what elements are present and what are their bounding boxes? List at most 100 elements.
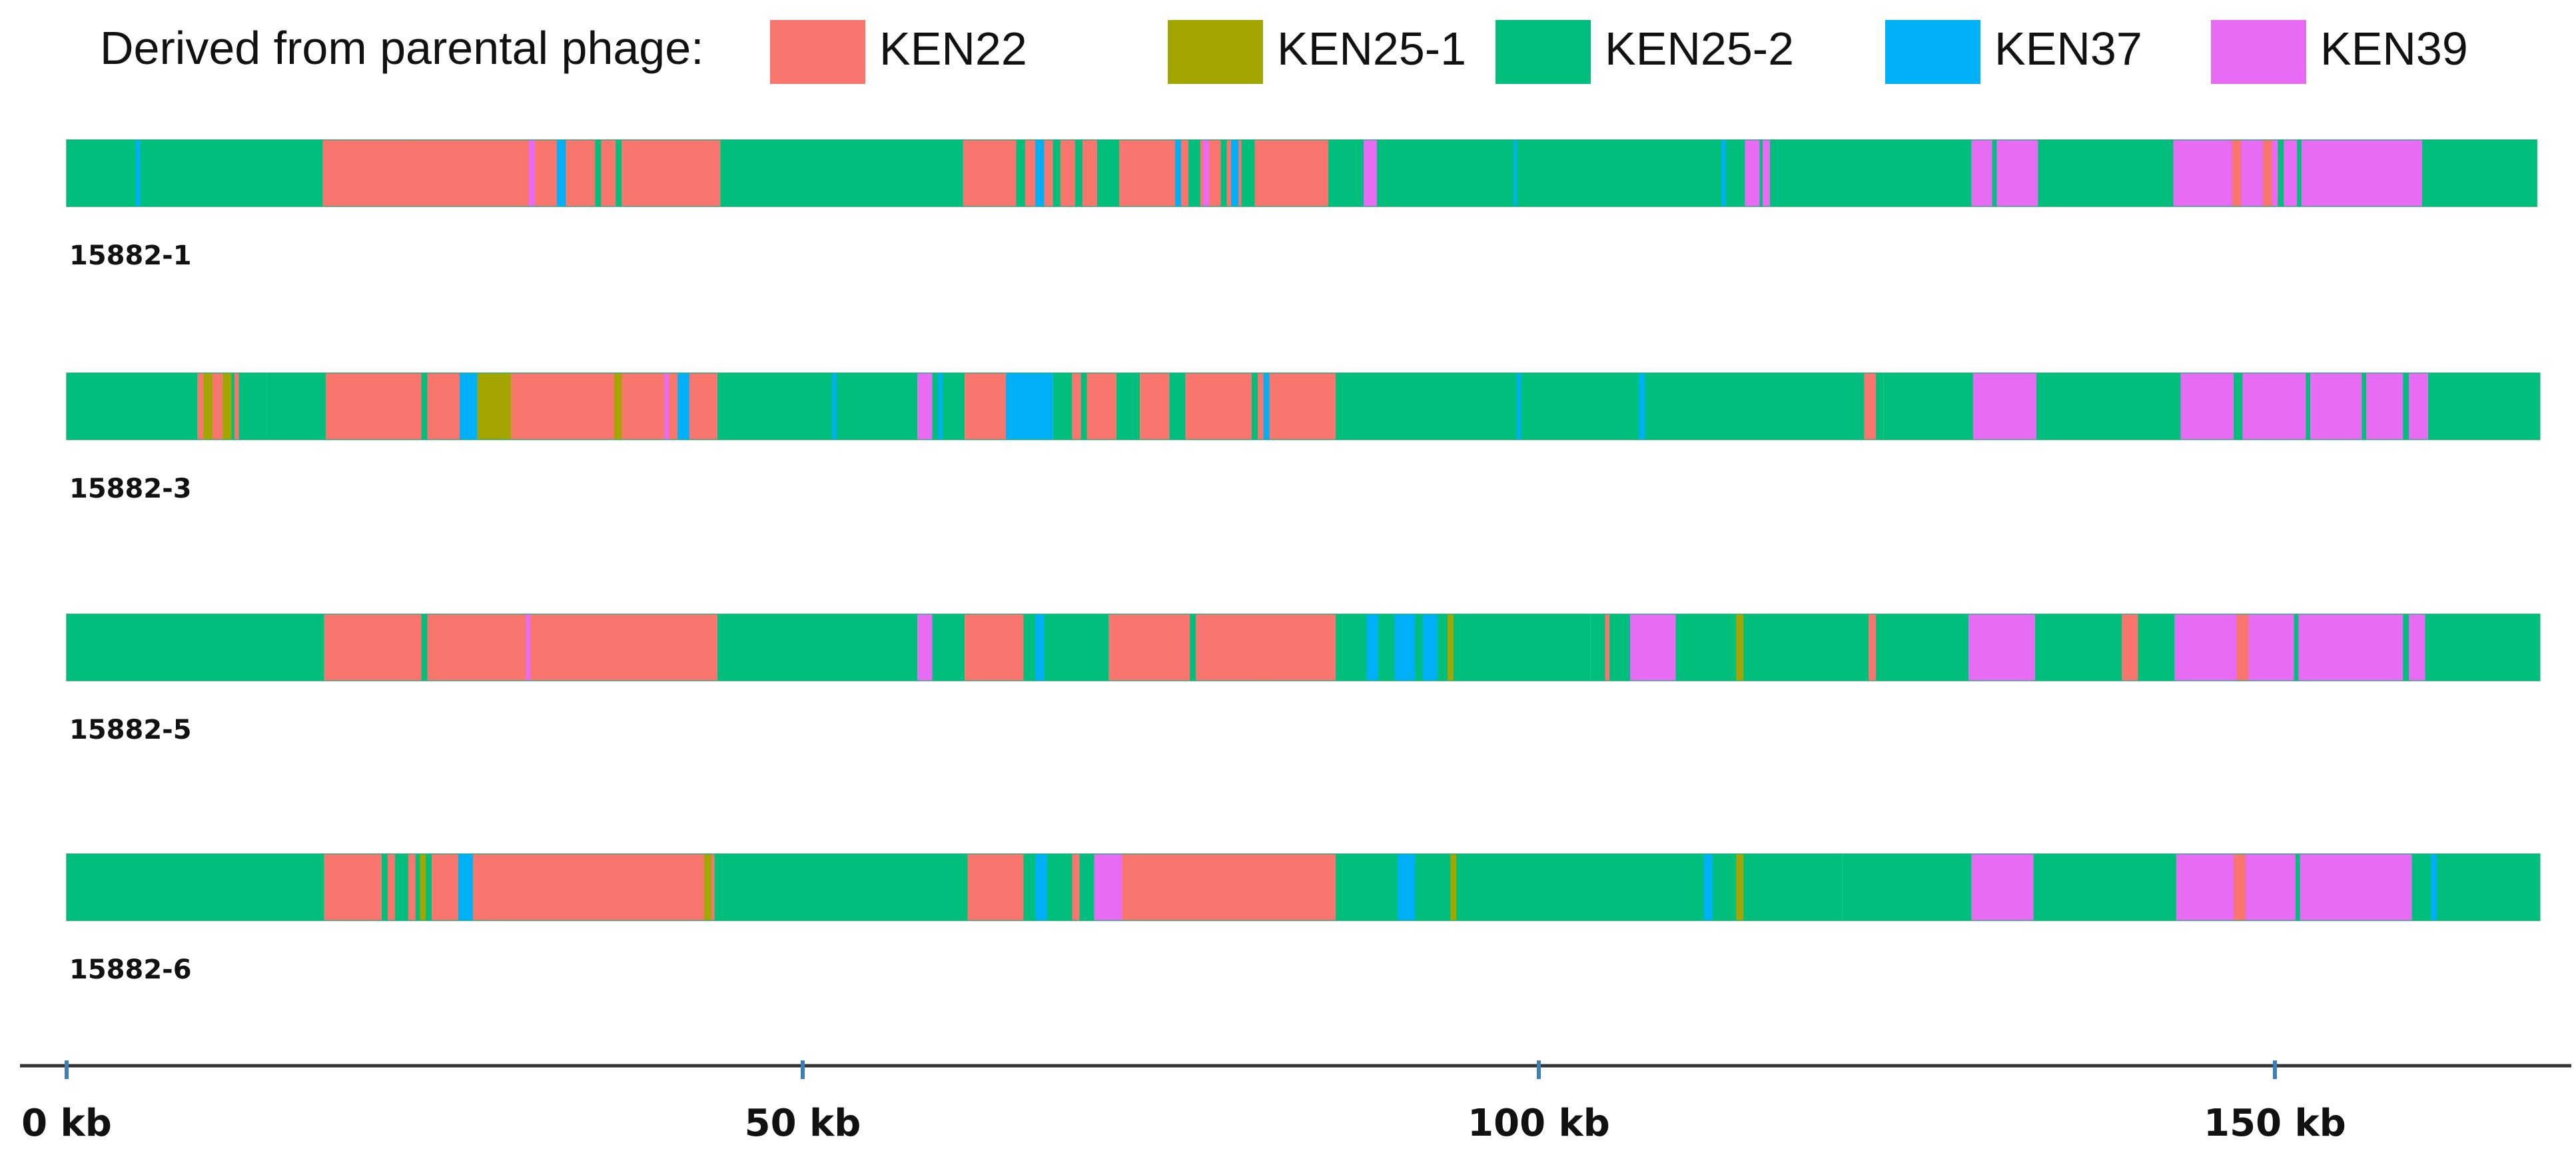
segment-ken25-2 bbox=[2425, 614, 2540, 681]
insertion-ken25-1 bbox=[222, 373, 232, 440]
insertion-ken39 bbox=[1203, 140, 1209, 206]
segment-ken25-2 bbox=[67, 140, 323, 206]
insertion-ken25-2 bbox=[421, 373, 428, 440]
insertion-ken25-2 bbox=[1016, 140, 1025, 206]
insertion-ken22 bbox=[1266, 614, 1272, 681]
segment-ken25-2 bbox=[932, 373, 965, 440]
insertion-ken25-2 bbox=[1190, 614, 1196, 681]
segment-ken22 bbox=[1108, 614, 1336, 681]
insertion-ken25-2 bbox=[1874, 140, 1879, 206]
insertion-ken25-2 bbox=[1097, 140, 1120, 206]
insertion-ken22 bbox=[1864, 373, 1877, 440]
x-tick-label: 50 kb bbox=[745, 1102, 861, 1145]
insertion-ken37 bbox=[2431, 854, 2437, 921]
segment-ken25-2 bbox=[1465, 614, 1591, 681]
segment-ken39 bbox=[1972, 373, 2036, 440]
segment-ken25-1 bbox=[477, 373, 512, 440]
segment-ken39 bbox=[2180, 373, 2428, 440]
track-outline bbox=[66, 139, 2538, 207]
insertion-ken25-2 bbox=[2234, 373, 2243, 440]
insertion-ken37 bbox=[1422, 614, 1438, 681]
segment-ken25-2 bbox=[67, 854, 324, 921]
insertion-ken39 bbox=[1762, 140, 1770, 206]
track-label: 15882-6 bbox=[69, 955, 192, 985]
segment-ken25-2 bbox=[1675, 614, 1969, 681]
segment-ken22 bbox=[322, 140, 721, 206]
insertion-ken25-2 bbox=[1220, 140, 1227, 206]
segment-ken25-2 bbox=[1116, 373, 1140, 440]
segment-ken25-2 bbox=[1169, 373, 1186, 440]
insertion-ken25-2 bbox=[1382, 614, 1388, 681]
segment-ken22 bbox=[965, 614, 1024, 681]
insertion-ken37 bbox=[832, 373, 837, 440]
insertion-ken37 bbox=[1263, 373, 1270, 440]
segment-ken25-2 bbox=[67, 614, 324, 681]
insertion-ken25-2 bbox=[1074, 140, 1082, 206]
insertion-ken39 bbox=[1364, 140, 1377, 206]
segment-ken22 bbox=[965, 373, 1006, 440]
segment-ken22 bbox=[325, 373, 478, 440]
segment-ken25-2 bbox=[717, 373, 918, 440]
insertion-ken25-2 bbox=[2104, 614, 2109, 681]
track-15882-6: 15882-6 bbox=[66, 853, 2541, 985]
insertion-ken25-1 bbox=[703, 854, 711, 921]
segment-ken25-2 bbox=[932, 614, 965, 681]
insertion-ken25-2 bbox=[2403, 614, 2409, 681]
insertion-ken25-2 bbox=[184, 854, 189, 921]
legend-label-ken37: KEN37 bbox=[1994, 23, 2142, 75]
insertion-ken37 bbox=[1703, 854, 1713, 921]
segment-ken22 bbox=[324, 614, 717, 681]
insertion-ken37 bbox=[556, 140, 566, 206]
insertion-ken25-2 bbox=[1057, 854, 1064, 921]
insertion-ken22 bbox=[387, 854, 395, 921]
track-outline bbox=[66, 853, 2541, 921]
legend: Derived from parental phage: KEN22 KEN25-… bbox=[100, 20, 2468, 84]
insertion-ken22 bbox=[2236, 614, 2249, 681]
insertion-ken39 bbox=[526, 614, 531, 681]
insertion-ken25-2 bbox=[1899, 140, 1906, 206]
insertion-ken25-2 bbox=[1740, 373, 1745, 440]
insertion-ken25-2 bbox=[2294, 614, 2299, 681]
insertion-ken39 bbox=[528, 140, 535, 206]
insertion-ken25-2 bbox=[2278, 140, 2284, 206]
insertion-ken25-2 bbox=[2295, 854, 2300, 921]
insertion-ken25-2 bbox=[1836, 140, 1843, 206]
segment-ken25-2 bbox=[1053, 373, 1073, 440]
insertion-ken25-2 bbox=[421, 614, 428, 681]
segment-ken25-2 bbox=[1590, 614, 1631, 681]
insertion-ken37 bbox=[938, 373, 943, 440]
segment-ken22 bbox=[1140, 373, 1170, 440]
insertion-ken25-2 bbox=[1252, 373, 1258, 440]
x-tick-label: 0 kb bbox=[21, 1102, 112, 1145]
insertion-ken22 bbox=[1072, 854, 1080, 921]
segment-ken25-2 bbox=[67, 373, 198, 440]
insertion-ken25-2 bbox=[920, 140, 924, 206]
insertion-ken25-1 bbox=[1736, 614, 1744, 681]
insertion-ken37 bbox=[1397, 854, 1416, 921]
insertion-ken37 bbox=[677, 373, 689, 440]
legend-swatch-ken39 bbox=[2211, 20, 2306, 84]
segment-ken39 bbox=[1630, 614, 1676, 681]
segment-ken22 bbox=[324, 854, 382, 921]
insertion-ken37 bbox=[1366, 614, 1379, 681]
segment-ken39 bbox=[1968, 614, 2035, 681]
track-outline bbox=[66, 613, 2541, 681]
insertion-ken25-1 bbox=[203, 373, 213, 440]
insertion-ken25-2 bbox=[1992, 140, 1997, 206]
insertion-ken37 bbox=[1516, 373, 1521, 440]
segment-ken25-2 bbox=[2033, 854, 2176, 921]
x-tick-label: 150 kb bbox=[2204, 1102, 2346, 1145]
insertion-ken25-2 bbox=[1053, 140, 1061, 206]
insertion-ken37 bbox=[1513, 140, 1517, 206]
segment-ken39 bbox=[2174, 614, 2425, 681]
insertion-ken25-2 bbox=[2306, 373, 2311, 440]
track-label: 15882-5 bbox=[69, 715, 192, 745]
insertion-ken25-2 bbox=[2403, 373, 2409, 440]
track-15882-3: 15882-3 bbox=[66, 372, 2541, 504]
insertion-ken22 bbox=[1869, 614, 1877, 681]
legend-title: Derived from parental phage: bbox=[100, 22, 704, 74]
segment-ken25-2 bbox=[2427, 373, 2540, 440]
segment-ken25-2 bbox=[717, 614, 918, 681]
insertion-ken37 bbox=[1035, 140, 1045, 206]
